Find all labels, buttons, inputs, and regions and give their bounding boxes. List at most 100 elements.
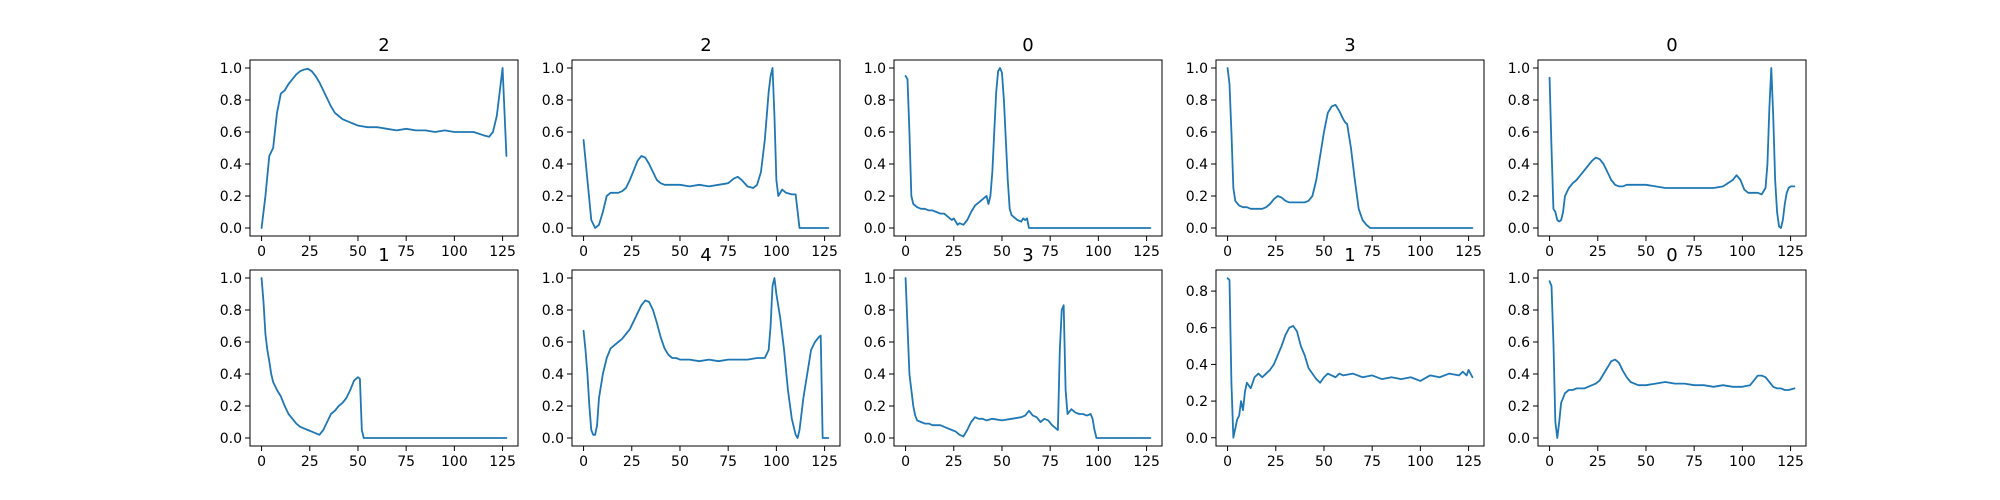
y-tick-label: 0.6 xyxy=(864,125,886,141)
series-line xyxy=(1226,67,1474,229)
y-tick-label: 0.8 xyxy=(1186,284,1208,300)
x-tick-label: 50 xyxy=(1315,244,1333,260)
x-tick-label: 0 xyxy=(1545,454,1554,470)
y-tick-label: 0.4 xyxy=(1186,357,1208,373)
x-tick-label: 75 xyxy=(719,244,737,260)
y-tick-label: 0.6 xyxy=(1186,125,1208,141)
x-tick-label: 50 xyxy=(1315,454,1333,470)
y-tick-label: 0.2 xyxy=(220,399,242,415)
y-tick-label: 0.6 xyxy=(220,335,242,351)
y-tick-label: 0.4 xyxy=(864,157,886,173)
x-tick-label: 75 xyxy=(1363,454,1381,470)
y-tick-label: 0.6 xyxy=(1508,125,1530,141)
series-line xyxy=(1548,280,1796,439)
axes-frame xyxy=(893,269,1163,447)
subplot-title: 3 xyxy=(1022,245,1033,266)
subplot-title: 2 xyxy=(700,35,711,56)
x-tick-label: 125 xyxy=(489,244,516,260)
y-tick-label: 0.0 xyxy=(220,221,242,237)
x-tick-label: 50 xyxy=(993,244,1011,260)
series-line xyxy=(1226,277,1474,439)
y-tick-label: 0.2 xyxy=(864,189,886,205)
subplot-1: 2 0 25 50 75 100 125 0.0 0.2 0.4 0.6 0.8 1.0 xyxy=(220,35,519,260)
y-tick-label: 0.8 xyxy=(864,93,886,109)
axes-frame xyxy=(893,59,1163,237)
x-tick-label: 125 xyxy=(811,244,838,260)
y-tick-label: 0.6 xyxy=(542,125,564,141)
subplot-title: 1 xyxy=(378,245,389,266)
series-line xyxy=(904,67,1152,229)
y-tick-label: 0.0 xyxy=(1508,431,1530,447)
y-tick-label: 0.2 xyxy=(864,399,886,415)
subplot-title: 1 xyxy=(1344,245,1355,266)
y-tick-label: 1.0 xyxy=(1186,61,1208,77)
x-tick-label: 100 xyxy=(763,454,790,470)
axes-frame xyxy=(1215,269,1485,447)
x-tick-label: 50 xyxy=(1637,454,1655,470)
y-tick-label: 0.4 xyxy=(1508,367,1530,383)
x-tick-label: 75 xyxy=(397,454,415,470)
x-tick-label: 125 xyxy=(1133,454,1160,470)
axes-frame xyxy=(571,269,841,447)
x-tick-label: 125 xyxy=(1133,244,1160,260)
y-tick-label: 0.8 xyxy=(220,303,242,319)
axes-frame xyxy=(249,269,519,447)
x-tick-label: 100 xyxy=(441,244,468,260)
x-tick-label: 0 xyxy=(579,454,588,470)
axes-frame xyxy=(571,59,841,237)
x-tick-label: 0 xyxy=(257,244,266,260)
y-tick-label: 1.0 xyxy=(542,61,564,77)
x-tick-label: 75 xyxy=(1363,244,1381,260)
y-tick-label: 0.4 xyxy=(542,367,564,383)
subplot-title: 0 xyxy=(1022,35,1033,56)
x-tick-label: 25 xyxy=(1267,244,1285,260)
y-tick-label: 0.8 xyxy=(864,303,886,319)
x-tick-label: 25 xyxy=(945,244,963,260)
series-line xyxy=(582,277,830,439)
subplot-title: 0 xyxy=(1666,35,1677,56)
subplot-6: 1 0 25 50 75 100 125 0.0 0.2 0.4 0.6 0.8 1.0 xyxy=(220,245,519,470)
x-tick-label: 75 xyxy=(1685,244,1703,260)
x-tick-label: 50 xyxy=(993,454,1011,470)
x-tick-label: 100 xyxy=(441,454,468,470)
y-tick-label: 0.2 xyxy=(542,399,564,415)
y-tick-label: 0.4 xyxy=(1508,157,1530,173)
y-tick-label: 0.8 xyxy=(542,303,564,319)
x-tick-label: 75 xyxy=(1685,454,1703,470)
y-tick-label: 0.4 xyxy=(1186,157,1208,173)
subplot-9: 1 0 25 50 75 100 125 0.0 0.2 0.4 0.6 0.8 xyxy=(1186,245,1485,470)
x-tick-label: 50 xyxy=(1637,244,1655,260)
y-tick-label: 0.2 xyxy=(1186,189,1208,205)
series-line xyxy=(904,277,1152,439)
y-tick-label: 0.4 xyxy=(220,367,242,383)
x-tick-label: 50 xyxy=(349,454,367,470)
x-tick-label: 0 xyxy=(257,454,266,470)
y-tick-label: 0.4 xyxy=(220,157,242,173)
series-line xyxy=(260,277,508,439)
x-tick-label: 25 xyxy=(1267,454,1285,470)
y-tick-label: 1.0 xyxy=(864,271,886,287)
axes-frame xyxy=(1215,59,1485,237)
x-tick-label: 75 xyxy=(397,244,415,260)
series-line xyxy=(260,67,508,229)
y-tick-label: 0.0 xyxy=(1186,221,1208,237)
x-tick-label: 25 xyxy=(623,454,641,470)
y-tick-label: 0.8 xyxy=(1186,93,1208,109)
y-tick-label: 1.0 xyxy=(864,61,886,77)
y-tick-label: 0.6 xyxy=(864,335,886,351)
x-tick-label: 100 xyxy=(1407,454,1434,470)
subplot-10: 0 0 25 50 75 100 125 0.0 0.2 0.4 0.6 0.8 1.0 xyxy=(1508,245,1807,470)
y-tick-label: 0.6 xyxy=(542,335,564,351)
subplot-title: 2 xyxy=(378,35,389,56)
subplot-2: 2 0 25 50 75 100 125 0.0 0.2 0.4 0.6 0.8 1.0 xyxy=(542,35,841,260)
axes-frame xyxy=(1537,59,1807,237)
subplot-8: 3 0 25 50 75 100 125 0.0 0.2 0.4 0.6 0.8 1.0 xyxy=(864,245,1163,470)
y-tick-label: 0.4 xyxy=(864,367,886,383)
y-tick-label: 0.2 xyxy=(1508,189,1530,205)
y-tick-label: 0.2 xyxy=(542,189,564,205)
subplot-title: 3 xyxy=(1344,35,1355,56)
subplot-4: 3 0 25 50 75 100 125 0.0 0.2 0.4 0.6 0.8 1.0 xyxy=(1186,35,1485,260)
series-line xyxy=(1548,67,1796,229)
x-tick-label: 100 xyxy=(1085,454,1112,470)
x-tick-label: 25 xyxy=(623,244,641,260)
